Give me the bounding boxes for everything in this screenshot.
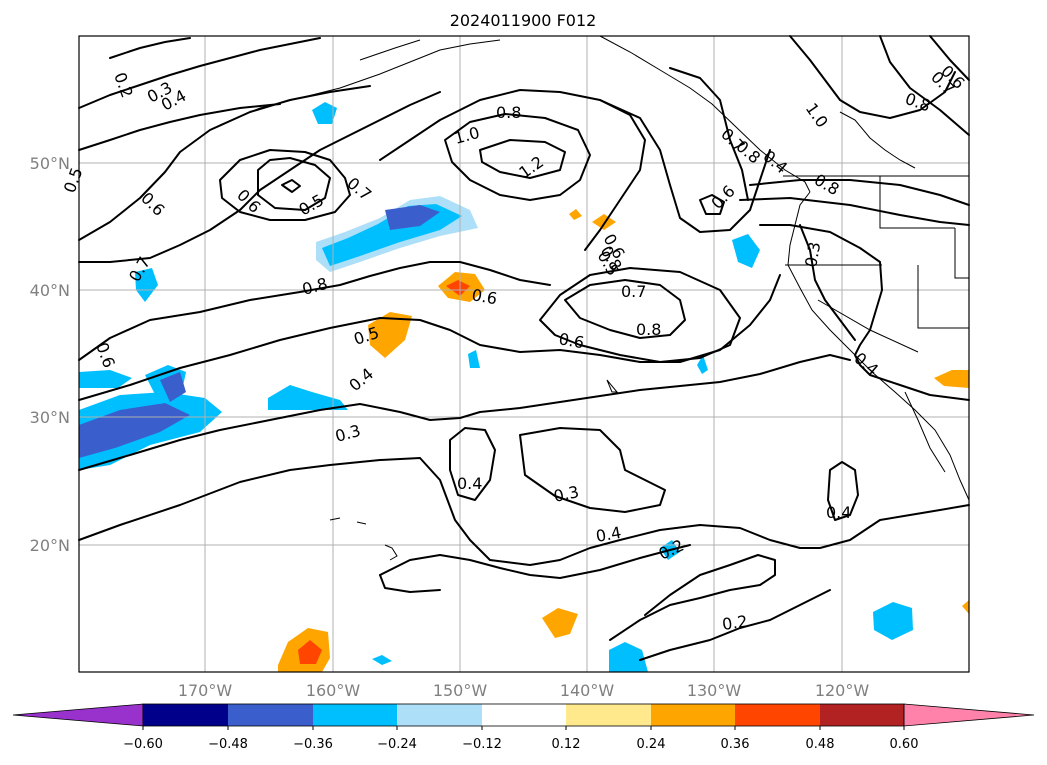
- colorbar-segment: [651, 704, 735, 726]
- colorbar-ticks: [142, 726, 905, 730]
- contour-label: 0.3: [801, 240, 824, 268]
- colorbar-tick-label: 0.12: [552, 737, 581, 752]
- colorbar-tick-label: 0.24: [637, 737, 666, 752]
- colorbar-segment: [228, 704, 313, 726]
- contour-label: 0.2: [721, 612, 749, 634]
- lon-label-130w: 130°W: [687, 681, 742, 700]
- lat-label-40n: 40°N: [30, 281, 70, 300]
- latitude-labels: 50°N 40°N 30°N 20°N: [30, 154, 70, 555]
- lon-label-170w: 170°W: [178, 681, 233, 700]
- colorbar-tick-label: 0.36: [721, 737, 750, 752]
- colorbar-segment: [313, 704, 397, 726]
- graticule: [79, 36, 969, 672]
- contour-label: 0.6: [470, 285, 498, 308]
- colorbar-segment: [482, 704, 566, 726]
- colorbar-tick-label: −0.12: [462, 737, 502, 752]
- contour-label: 0.8: [636, 320, 661, 339]
- lat-label-50n: 50°N: [30, 154, 70, 173]
- lon-label-140w: 140°W: [560, 681, 615, 700]
- map-panel: [78, 35, 970, 673]
- colorbar-tick-label: −0.60: [123, 737, 163, 752]
- figure-title: 2024011900 F012: [450, 11, 597, 30]
- colorbar-tick-label: 0.48: [806, 737, 835, 752]
- contour-label: 0.4: [457, 474, 482, 493]
- lat-label-30n: 30°N: [30, 408, 70, 427]
- lon-label-160w: 160°W: [306, 681, 361, 700]
- colorbar-tick-label: −0.48: [208, 737, 248, 752]
- contour-label: 0.4: [594, 523, 622, 546]
- contour-label: 0.7: [621, 282, 646, 301]
- colorbar-extend-high: [903, 703, 1035, 727]
- contour-label: 0.6: [557, 329, 585, 352]
- colorbar-segment: [566, 704, 651, 726]
- lat-label-20n: 20°N: [30, 536, 70, 555]
- colorbar-segment: [397, 704, 482, 726]
- colorbar-segment: [143, 704, 228, 726]
- colorbar-segment: [735, 704, 820, 726]
- colorbar-extend-low: [12, 703, 144, 727]
- lon-label-120w: 120°W: [815, 681, 870, 700]
- colorbar-tick-label: −0.24: [377, 737, 417, 752]
- colorbar-tick-label: −0.36: [293, 737, 333, 752]
- colorbar-segment: [820, 704, 904, 726]
- coastlines: [219, 35, 970, 561]
- colorbar-tick-label: 0.60: [890, 737, 919, 752]
- contour-lines: [78, 35, 970, 661]
- colorbar: −0.60 −0.48 −0.36 −0.24 −0.12 0.12 0.24 …: [12, 703, 1035, 752]
- lon-label-150w: 150°W: [433, 681, 488, 700]
- contour-label: 0.4: [826, 503, 851, 522]
- contour-label: 0.3: [552, 482, 581, 506]
- longitude-labels: 170°W 160°W 150°W 140°W 130°W 120°W: [178, 681, 870, 700]
- contour-label: 0.8: [496, 103, 521, 122]
- shaded-areas: [79, 102, 969, 672]
